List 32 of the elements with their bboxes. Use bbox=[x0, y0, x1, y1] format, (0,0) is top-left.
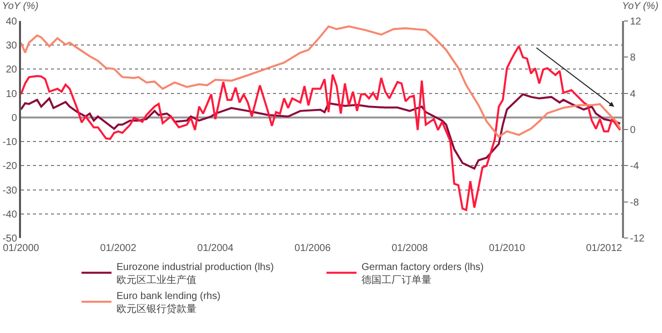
y-tick-label: 0 bbox=[11, 112, 18, 124]
y2-tick-label: 0 bbox=[630, 125, 636, 136]
x-tick-label: 01/2006 bbox=[294, 243, 332, 254]
x-tick-label: 01/2004 bbox=[197, 243, 234, 254]
x-tick-label: 01/2010 bbox=[488, 243, 526, 254]
x-tick-label: 01/2000 bbox=[2, 243, 40, 254]
y2-axis-title: YoY (%) bbox=[622, 1, 658, 12]
y2-tick-label: 4 bbox=[630, 88, 636, 100]
y2-tick-label: -4 bbox=[630, 161, 640, 172]
y2-tick-label: 12 bbox=[630, 16, 642, 28]
y-tick-label: -10 bbox=[2, 137, 18, 148]
y-tick-label: 40 bbox=[6, 16, 18, 28]
line-series bbox=[21, 45, 622, 212]
legend-label: German factory orders (lhs) 德国工厂订单量 bbox=[362, 262, 484, 286]
y-axis-title: YoY (%) bbox=[2, 1, 38, 12]
y-tick-label: -30 bbox=[2, 185, 18, 196]
y-tick-label: 20 bbox=[6, 64, 18, 76]
legend-label: Eurozone industrial production (lhs) 欧元区工业生产值 bbox=[116, 262, 274, 286]
y-tick-label: 30 bbox=[6, 40, 18, 52]
y-tick-label: -20 bbox=[2, 161, 18, 172]
y-tick-label: 10 bbox=[6, 88, 18, 100]
y2-tick-label: -12 bbox=[630, 234, 645, 244]
x-tick-label: 01/2012 bbox=[586, 243, 623, 254]
y2-tick-label: 8 bbox=[630, 52, 636, 64]
y2-tick-label: -8 bbox=[630, 197, 640, 208]
x-tick-label: 01/2008 bbox=[392, 243, 428, 254]
line-series bbox=[21, 93, 622, 170]
legend-label: Euro bank lending (rhs) 欧元区银行贷款量 bbox=[116, 291, 220, 316]
line-series bbox=[21, 25, 622, 138]
x-tick-label: 01/2002 bbox=[100, 243, 137, 254]
y-tick-label: -50 bbox=[2, 234, 18, 244]
y-tick-label: -40 bbox=[2, 209, 18, 220]
